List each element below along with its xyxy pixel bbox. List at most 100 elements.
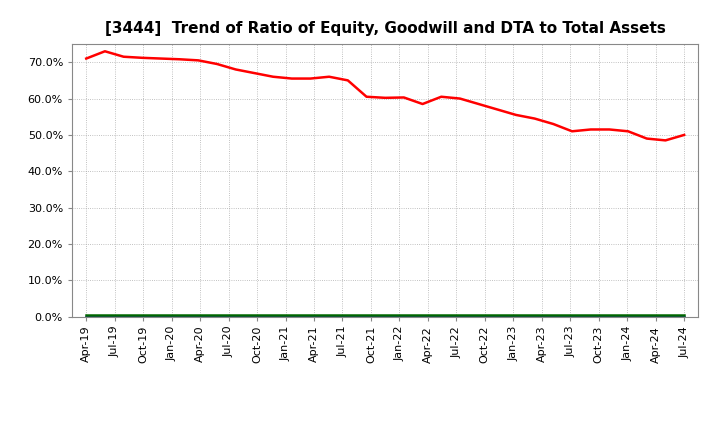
Goodwill [568,314,577,319]
Equity [82,56,91,61]
Equity [212,61,221,66]
Goodwill [400,314,408,319]
Goodwill [157,314,166,319]
Goodwill [362,314,371,319]
Equity [512,112,521,117]
Deferred Tax Assets [306,312,315,318]
Goodwill [549,314,558,319]
Deferred Tax Assets [605,312,613,318]
Goodwill [212,314,221,319]
Goodwill [437,314,446,319]
Deferred Tax Assets [437,312,446,318]
Equity [531,116,539,121]
Goodwill [231,314,240,319]
Deferred Tax Assets [343,312,352,318]
Deferred Tax Assets [325,312,333,318]
Deferred Tax Assets [138,312,147,318]
Deferred Tax Assets [642,312,651,318]
Equity [680,132,688,138]
Goodwill [306,314,315,319]
Equity [306,76,315,81]
Equity [400,95,408,100]
Equity [138,55,147,60]
Line: Equity: Equity [86,51,684,140]
Goodwill [250,314,258,319]
Deferred Tax Assets [586,312,595,318]
Equity [642,136,651,141]
Equity [474,101,483,106]
Goodwill [138,314,147,319]
Equity [586,127,595,132]
Goodwill [381,314,390,319]
Equity [287,76,296,81]
Deferred Tax Assets [231,312,240,318]
Equity [661,138,670,143]
Equity [568,128,577,134]
Goodwill [531,314,539,319]
Title: [3444]  Trend of Ratio of Equity, Goodwill and DTA to Total Assets: [3444] Trend of Ratio of Equity, Goodwil… [105,21,665,36]
Deferred Tax Assets [493,312,502,318]
Deferred Tax Assets [456,312,464,318]
Equity [549,121,558,127]
Goodwill [624,314,632,319]
Equity [456,96,464,101]
Deferred Tax Assets [418,312,427,318]
Equity [418,101,427,106]
Goodwill [194,314,202,319]
Goodwill [82,314,91,319]
Equity [343,78,352,83]
Deferred Tax Assets [176,312,184,318]
Deferred Tax Assets [269,312,277,318]
Deferred Tax Assets [624,312,632,318]
Goodwill [605,314,613,319]
Equity [325,74,333,79]
Equity [437,94,446,99]
Deferred Tax Assets [101,312,109,318]
Goodwill [642,314,651,319]
Goodwill [512,314,521,319]
Deferred Tax Assets [474,312,483,318]
Goodwill [474,314,483,319]
Equity [120,54,128,59]
Deferred Tax Assets [82,312,91,318]
Goodwill [493,314,502,319]
Goodwill [176,314,184,319]
Goodwill [287,314,296,319]
Deferred Tax Assets [549,312,558,318]
Goodwill [325,314,333,319]
Equity [362,94,371,99]
Deferred Tax Assets [512,312,521,318]
Equity [231,67,240,72]
Goodwill [101,314,109,319]
Deferred Tax Assets [568,312,577,318]
Equity [101,49,109,54]
Equity [176,57,184,62]
Goodwill [456,314,464,319]
Deferred Tax Assets [120,312,128,318]
Deferred Tax Assets [194,312,202,318]
Deferred Tax Assets [157,312,166,318]
Equity [157,56,166,61]
Deferred Tax Assets [381,312,390,318]
Equity [194,58,202,63]
Goodwill [680,314,688,319]
Deferred Tax Assets [362,312,371,318]
Goodwill [586,314,595,319]
Equity [605,127,613,132]
Deferred Tax Assets [287,312,296,318]
Deferred Tax Assets [400,312,408,318]
Equity [381,95,390,100]
Deferred Tax Assets [250,312,258,318]
Deferred Tax Assets [680,312,688,318]
Goodwill [269,314,277,319]
Deferred Tax Assets [531,312,539,318]
Goodwill [661,314,670,319]
Goodwill [120,314,128,319]
Equity [250,70,258,76]
Equity [624,128,632,134]
Deferred Tax Assets [212,312,221,318]
Legend: Equity, Goodwill, Deferred Tax Assets: Equity, Goodwill, Deferred Tax Assets [191,438,580,440]
Goodwill [343,314,352,319]
Goodwill [418,314,427,319]
Equity [493,107,502,112]
